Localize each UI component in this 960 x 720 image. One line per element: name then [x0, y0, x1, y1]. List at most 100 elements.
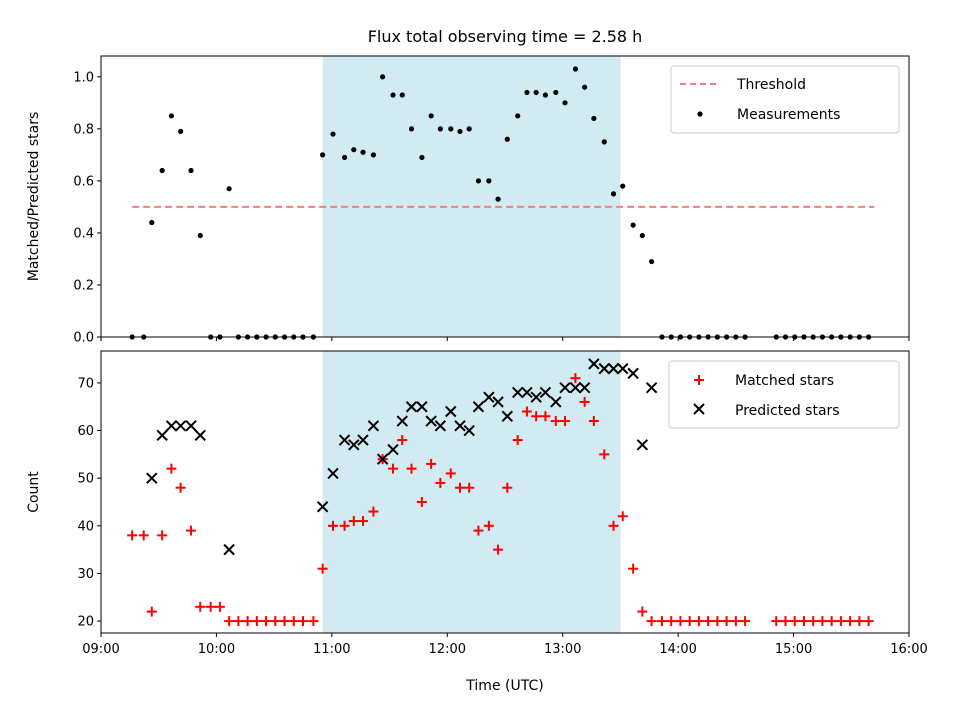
predicted-star-point	[617, 362, 629, 375]
panel-counts: 09:00 10:00 11:00 12:00 13:00 14:00 15:00 16:00…	[26, 350, 928, 694]
matched-star-point	[224, 616, 235, 627]
matched-star-point	[251, 616, 262, 627]
y-tick-label: 1.0	[73, 70, 94, 85]
predicted-star-stroke	[463, 424, 475, 437]
matched-star-point	[445, 468, 456, 479]
matched-star-point	[406, 463, 417, 474]
predicted-star-stroke	[472, 401, 485, 413]
matched-star-point	[521, 406, 532, 417]
observing-window-shade	[322, 56, 621, 337]
matched-star-point	[579, 396, 590, 407]
legend-cross-stroke	[693, 403, 705, 415]
predicted-star-stroke	[434, 420, 447, 432]
predicted-star-point	[569, 381, 582, 394]
y-tick-label: 40	[77, 519, 94, 534]
matched-star-point	[308, 616, 319, 627]
matched-star-point	[550, 416, 561, 427]
y-tick-label: 0.6	[73, 174, 94, 189]
measurement-point	[486, 178, 492, 184]
measurement-point	[419, 154, 425, 161]
predicted-star-point	[405, 401, 418, 413]
matched-star-point	[730, 616, 741, 627]
x-tick-label: 13:00	[544, 642, 581, 657]
matched-star-point	[493, 544, 504, 555]
measurement-point	[475, 178, 482, 184]
measurement-point	[639, 232, 645, 239]
matched-star-point	[195, 601, 206, 612]
matched-star-point	[531, 411, 542, 422]
matched-star-point	[473, 525, 484, 536]
matched-star-point	[242, 616, 253, 627]
predicted-star-point	[387, 443, 399, 456]
matched-star-point	[175, 482, 186, 493]
predicted-star-stroke	[588, 358, 600, 370]
predicted-star-point	[174, 420, 187, 432]
predicted-star-stroke	[598, 362, 610, 375]
x-tick-label: 09:00	[82, 642, 119, 657]
predicted-star-point	[316, 501, 329, 513]
predicted-star-stroke	[578, 381, 591, 394]
y-tick-label: 0.8	[73, 122, 94, 137]
measurement-point	[515, 113, 521, 119]
count-marks	[127, 358, 874, 627]
measurement-point	[168, 113, 175, 119]
predicted-star-point	[578, 381, 591, 394]
matched-star-point	[317, 563, 328, 574]
predicted-star-stroke	[627, 367, 639, 380]
measurement-point	[582, 84, 588, 90]
measurement-point	[495, 196, 501, 202]
measurement-point	[553, 89, 559, 96]
legend-predicted-label: Predicted stars	[735, 403, 840, 419]
predicted-star-stroke	[405, 401, 418, 413]
x-axis-label: Time (UTC)	[465, 678, 543, 694]
matched-star-point	[646, 616, 657, 627]
matched-star-point	[279, 616, 290, 627]
matched-star-point	[512, 435, 523, 446]
predicted-star-stroke	[445, 405, 457, 418]
predicted-star-point	[598, 362, 610, 375]
matched-star-point	[233, 616, 244, 627]
measurement-point	[562, 100, 568, 106]
predicted-star-stroke	[521, 386, 533, 399]
matched-star-point	[358, 516, 369, 527]
predicted-star-stroke	[357, 434, 369, 446]
predicted-star-point	[223, 543, 235, 556]
measurement-point	[630, 222, 636, 228]
y-tick-label: 60	[77, 424, 94, 439]
matched-star-point	[599, 449, 610, 460]
y-tick-label: 0.0	[73, 331, 94, 346]
predicted-star-stroke	[387, 443, 399, 456]
matched-star-point	[483, 520, 494, 531]
matched-star-point	[826, 616, 837, 627]
measurement-point	[572, 66, 579, 72]
matched-star-point	[368, 506, 379, 517]
predicted-star-stroke	[492, 396, 504, 408]
matched-star-point	[348, 516, 359, 527]
matched-star-point	[666, 616, 677, 627]
measurement-point	[542, 92, 549, 98]
predicted-star-stroke	[223, 543, 235, 556]
matched-star-point	[608, 520, 619, 531]
x-tick-label: 10:00	[198, 642, 235, 657]
matched-star-point	[426, 458, 437, 469]
predicted-star-point	[521, 386, 533, 399]
legend-matched-label: Matched stars	[735, 373, 834, 389]
matched-star-point	[270, 616, 281, 627]
matched-star-point	[637, 606, 648, 617]
matched-star-point	[435, 477, 446, 488]
measurement-point	[351, 147, 357, 153]
matched-star-point	[328, 520, 339, 531]
matched-star-point	[464, 482, 475, 493]
matched-star-point	[127, 530, 138, 541]
matched-star-point	[298, 616, 308, 627]
predicted-star-point	[501, 410, 514, 422]
predicted-star-stroke	[194, 429, 206, 442]
predicted-star-stroke	[617, 362, 629, 375]
y-tick-label: 50	[77, 472, 94, 487]
measurement-point	[226, 186, 232, 192]
measurement-point	[178, 128, 184, 135]
predicted-star-point	[588, 358, 600, 370]
measurement-point	[149, 219, 155, 226]
predicted-star-point	[492, 396, 504, 408]
predicted-star-stroke	[511, 386, 524, 399]
